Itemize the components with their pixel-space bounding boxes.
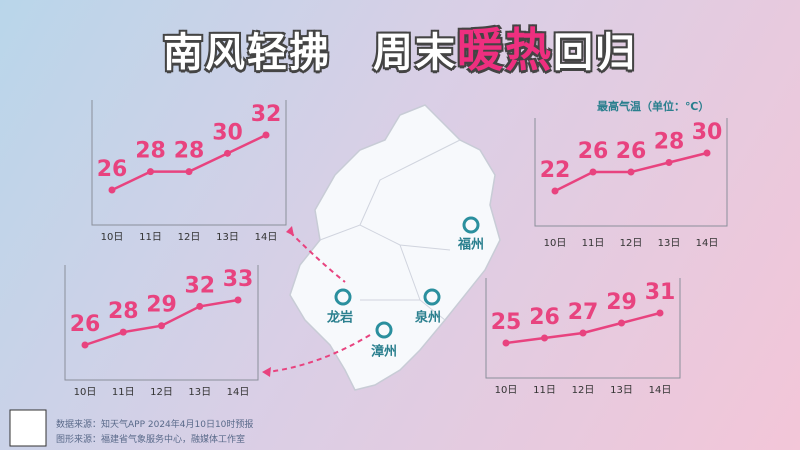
value-label: 29 (146, 293, 177, 318)
city-label: 漳州 (371, 344, 397, 360)
value-label: 28 (174, 139, 205, 164)
value-label: 28 (108, 299, 139, 324)
title: 南风轻拂 周末暖热回归 (0, 14, 800, 80)
arrow-head (286, 226, 294, 236)
unit-note: 最高气温（单位：℃） (597, 99, 709, 113)
value-label: 26 (578, 139, 609, 164)
x-tick-label: 11日 (582, 238, 605, 249)
title-part: 南风轻拂 (163, 30, 331, 76)
x-tick-label: 10日 (495, 385, 518, 396)
point (502, 339, 510, 347)
x-tick-label: 14日 (696, 238, 719, 249)
x-tick-label: 12日 (178, 232, 201, 243)
point (703, 149, 711, 157)
value-label: 33 (223, 267, 254, 292)
map-pins (334, 216, 480, 339)
point (81, 341, 89, 349)
point (579, 329, 587, 337)
x-tick-label: 10日 (74, 387, 97, 398)
title-part: 周末 (373, 30, 457, 76)
value-label: 32 (251, 102, 282, 127)
x-tick-label: 14日 (227, 387, 250, 398)
value-label: 26 (616, 139, 647, 164)
city-label: 泉州 (415, 310, 441, 326)
map-region (289, 104, 501, 391)
axis (534, 118, 728, 227)
city-label: 龙岩 (327, 310, 353, 326)
map-borders (319, 139, 461, 321)
x-tick-label: 11日 (533, 385, 556, 396)
value-label: 31 (645, 280, 676, 305)
x-tick-label: 12日 (572, 385, 595, 396)
x-tick-label: 12日 (620, 238, 643, 249)
axis (485, 278, 681, 379)
x-tick-label: 13日 (216, 232, 239, 243)
x-tick-label: 14日 (255, 232, 278, 243)
axis (91, 100, 287, 226)
point (541, 334, 548, 342)
value-label: 26 (70, 312, 101, 337)
title-highlight: 暖热 (457, 23, 553, 77)
point (627, 168, 635, 176)
value-label: 30 (212, 120, 243, 145)
point (262, 131, 270, 139)
point (618, 319, 625, 327)
point (196, 302, 204, 310)
x-tick-label: 13日 (610, 385, 633, 396)
x-tick-label: 10日 (101, 232, 124, 243)
point (656, 309, 664, 317)
point (108, 186, 116, 194)
value-label: 28 (135, 139, 166, 164)
axis (64, 265, 259, 381)
value-label: 25 (491, 310, 522, 335)
point (185, 168, 193, 176)
x-tick-label: 11日 (139, 232, 162, 243)
value-label: 28 (654, 130, 685, 155)
value-label: 32 (184, 273, 215, 298)
city-label: 福州 (457, 237, 484, 253)
point (119, 328, 127, 336)
x-tick-label: 13日 (658, 238, 681, 249)
point (589, 168, 597, 176)
x-tick-label: 10日 (544, 238, 567, 249)
point (147, 168, 154, 176)
value-label: 27 (568, 300, 599, 325)
x-tick-label: 13日 (188, 387, 211, 398)
point (234, 296, 242, 304)
value-label: 26 (97, 157, 128, 182)
value-label: 30 (692, 120, 723, 145)
value-label: 26 (529, 305, 560, 330)
value-label: 22 (540, 158, 571, 183)
point (665, 159, 673, 166)
arrow-head (262, 367, 271, 377)
title-part: 回归 (553, 30, 637, 76)
x-tick-label: 11日 (112, 387, 135, 398)
x-tick-label: 14日 (649, 385, 672, 396)
point (224, 149, 231, 157)
value-label: 29 (606, 290, 637, 315)
point (551, 187, 559, 195)
point (158, 322, 165, 330)
source-note: 图形来源：福建省气象服务中心，融媒体工作室 (56, 435, 246, 445)
x-tick-label: 12日 (150, 387, 173, 398)
arrow (289, 231, 346, 283)
source-note: 数据来源：知天气APP 2024年4月10日10时预报 (56, 420, 254, 430)
arrow (267, 334, 371, 373)
qr-code (9, 409, 47, 447)
